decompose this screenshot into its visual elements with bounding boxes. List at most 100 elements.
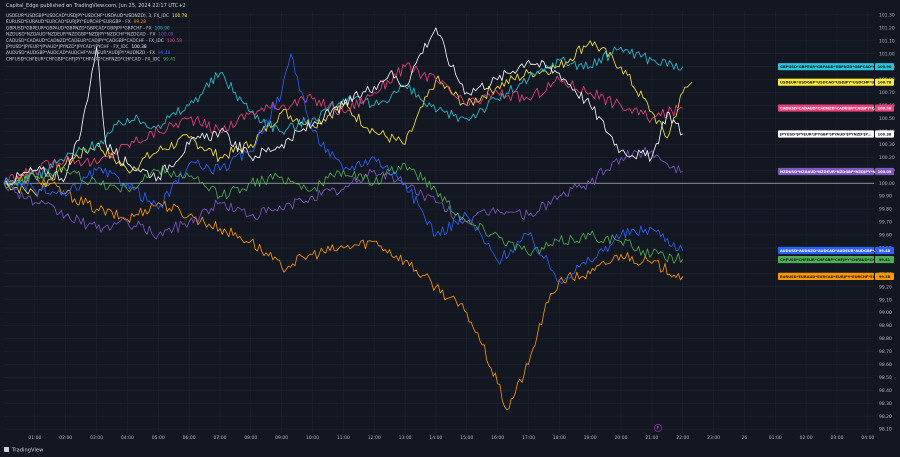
y-tick-label: 98.50 — [879, 375, 892, 381]
tradingview-branding[interactable]: TradingView — [4, 447, 44, 454]
y-tick-label: 100.00 — [879, 181, 895, 187]
legend-series-name: GBPUSD*GBPEUR*GBPAUD*GBPNZD*GBPCAD*GBPJP… — [6, 25, 152, 31]
legend-entry[interactable]: AUDUSD*AUDGBP*AUDCAD*AUDCHF*AUDEUR*AUDJP… — [6, 50, 171, 56]
y-tick-label: 98.90 — [879, 323, 892, 329]
series-tag-label: JPYUSD*JPYEUR*JPYGBP*JPYAUD*JPYNZD*JP... — [779, 132, 871, 136]
y-tick-label: 101.30 — [879, 12, 895, 18]
x-tick-label: 26 — [742, 435, 748, 441]
legend-series-value: 100.78 — [172, 13, 187, 19]
y-tick-label: 100.70 — [879, 90, 895, 96]
series-line[interactable] — [3, 46, 684, 186]
series-last-value: 100.78 — [878, 81, 892, 85]
x-tick-label: 07:00 — [213, 435, 226, 441]
series-last-value: 99.28 — [879, 275, 891, 279]
series-line[interactable] — [3, 40, 693, 197]
series-last-value: 99.48 — [879, 249, 891, 253]
legend-entry[interactable]: CADUSD*CADAUD*CADNZD*CADEUR*CADJPY*CADGB… — [6, 38, 182, 44]
legend-series-value: 100.90 — [155, 25, 170, 31]
x-tick-label: 02:00 — [800, 435, 813, 441]
y-tick-label: 98.70 — [879, 349, 892, 355]
y-tick-label: 101.20 — [879, 25, 895, 31]
series-tag-label: EURUSD*EURAUD*EURCAD*EURJPY*EURCHF*EU... — [780, 275, 880, 279]
y-tick-label: 98.40 — [879, 388, 892, 394]
y-tick-label: 99.00 — [879, 310, 892, 316]
series-last-value-box — [875, 246, 894, 255]
legend-series-name: USDEUR*USDGBP*USDCAD*USDJPY*USDCHF*USDAU… — [6, 13, 169, 19]
legend-series-value: 100.58 — [167, 38, 182, 44]
series-tag-label: AUDUSD*AUDNZD*AUDCAD*AUDEUR*AUDGBP*AU... — [780, 249, 884, 253]
series-tag-label-box — [778, 130, 874, 138]
x-tick-label: 06:00 — [183, 435, 196, 441]
series-last-value-box — [875, 272, 894, 280]
series-tag-label-box — [778, 78, 874, 86]
y-tick-label: 99.80 — [879, 207, 892, 213]
y-tick-label: 99.70 — [879, 220, 892, 226]
legend-entry[interactable]: JPYUSD*JPYEUR*JPYAUD*JPYNZD*JPYCAD*JPYCH… — [5, 44, 147, 50]
y-tick-label: 98.60 — [879, 362, 892, 368]
legend-entry[interactable]: GBPUSD*GBPEUR*GBPAUD*GBPNZD*GBPCAD*GBPJP… — [6, 25, 170, 31]
x-tick-label: 14:00 — [429, 435, 442, 441]
x-tick-label: 21:00 — [645, 435, 658, 441]
legend-series-value: 100.38 — [132, 44, 147, 50]
series-last-value: 100.58 — [878, 106, 892, 110]
event-marker-label: F — [657, 425, 660, 430]
x-tick-label: 02:00 — [59, 435, 72, 441]
series-tag-label: CHFUSD*CHFEUR*CHFGBP*CHFJPY*CHFAUD*CH... — [780, 258, 879, 262]
legend-series-value: 99.28 — [134, 19, 147, 25]
series-line[interactable] — [3, 162, 684, 264]
y-tick-label: 101.10 — [879, 38, 895, 44]
series-line[interactable] — [3, 172, 684, 411]
x-tick-label: 15:00 — [460, 435, 473, 441]
series-last-value-box — [875, 63, 894, 71]
x-tick-label: 09:00 — [275, 435, 288, 441]
series-last-value: 100.90 — [878, 65, 892, 69]
tradingview-brand-name: TradingView — [11, 448, 44, 454]
series-tag-label: CADUSD*CADAUD*CADNZD*CADEUR*CADJPY*CA... — [780, 106, 881, 110]
series-last-value: 100.38 — [878, 132, 892, 136]
published-caption: Capital_Edge published on TradingView.co… — [6, 3, 186, 9]
legend-series-name: AUDUSD*AUDGBP*AUDCAD*AUDCHF*AUDEUR*AUDJP… — [6, 50, 155, 56]
legend-series-value: 100.09 — [158, 32, 173, 38]
x-tick-label: 11:00 — [337, 435, 350, 441]
y-tick-label: 100.30 — [879, 142, 895, 148]
legend-series-name: JPYUSD*JPYEUR*JPYAUD*JPYNZD*JPYCAD*JPYCH… — [5, 44, 129, 50]
series-legend[interactable]: USDEUR*USDGBP*USDCAD*USDJPY*USDCHF*USDAU… — [5, 13, 187, 62]
legend-entry[interactable]: NZDUSD*NZDAUD*NZDEUR*NZDGBP*NZDJPY*NZDCH… — [6, 32, 174, 38]
x-tick-label: 13:00 — [399, 435, 412, 441]
last-value-tags: GBPUSD*GBPEUR*GBPAUD*GBPNZD*GBPCAD*GB...… — [778, 63, 894, 280]
series-last-value-box — [875, 78, 894, 86]
x-tick-label: 04:00 — [861, 435, 874, 441]
series-line[interactable] — [3, 62, 683, 184]
series-lines[interactable] — [3, 27, 693, 411]
x-tick-label: 17:00 — [522, 435, 535, 441]
legend-series-value: 99.48 — [158, 50, 171, 56]
series-tag-label: NZDUSD*NZDAUD*NZDEUR*NZDGBP*NZDJPY*NZ... — [780, 170, 882, 174]
x-tick-label: 01:00 — [769, 435, 782, 441]
y-tick-label: 99.20 — [879, 284, 892, 290]
x-tick-label: 22:00 — [676, 435, 689, 441]
y-tick-label: 100.20 — [879, 155, 895, 161]
legend-series-name: EURUSD*EURAUD*EURCAD*EURJPY*EURCHF*EURGB… — [6, 19, 131, 25]
legend-entry[interactable]: CHFUSD*CHFEUR*CHFGBP*CHFJPY*CHFAUD*CHFNZ… — [6, 56, 176, 62]
x-tick-label: 10:00 — [306, 435, 319, 441]
event-marker[interactable]: F — [654, 423, 663, 432]
series-last-value-box — [875, 167, 894, 176]
series-line[interactable] — [3, 146, 683, 240]
tradingview-logo-icon — [4, 447, 9, 452]
series-tag-label-box — [778, 246, 874, 255]
series-line[interactable] — [3, 27, 683, 187]
x-tick-label: 12:00 — [368, 435, 381, 441]
time-axis[interactable]: 01:00 02:00 03:00 04:00 05:00 06:00 07:00 08:00… — [28, 435, 874, 441]
legend-entry[interactable]: EURUSD*EURAUD*EURCAD*EURJPY*EURCHF*EURGB… — [6, 19, 146, 25]
series-tag-label-box — [778, 255, 874, 264]
legend-series-value: 99.41 — [163, 56, 176, 62]
y-tick-label: 99.60 — [879, 233, 892, 239]
series-last-value-box — [875, 255, 894, 264]
y-tick-label: 98.20 — [879, 414, 892, 420]
series-tag-label: GBPUSD*GBPEUR*GBPAUD*GBPNZD*GBPCAD*GB... — [780, 65, 883, 69]
series-tag-label-box — [778, 104, 874, 112]
y-tick-label: 99.90 — [879, 194, 892, 200]
legend-entry[interactable]: USDEUR*USDGBP*USDCAD*USDJPY*USDCHF*USDAU… — [6, 13, 187, 19]
